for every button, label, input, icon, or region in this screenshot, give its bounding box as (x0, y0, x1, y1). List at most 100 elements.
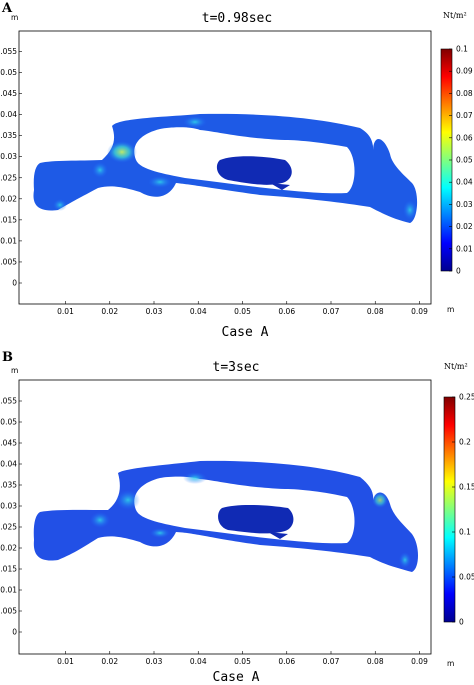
y-tick-label: 0.03 (0, 502, 17, 511)
x-tick-label: 0.07 (323, 657, 340, 666)
colorbar-tick-label: 0.2 (459, 438, 471, 447)
stress-hotspot (150, 528, 170, 538)
y-tick-label: 0.02 (0, 544, 17, 553)
x-tick-label: 0.06 (278, 307, 295, 316)
panel-letter: A (1, 1, 13, 16)
x-tick-label: 0.05 (234, 657, 251, 666)
x-tick-label: 0.03 (146, 307, 163, 316)
x-tick-label: 0.08 (367, 657, 384, 666)
stress-hotspot (53, 199, 67, 211)
colorbar-unit: Nt/m² (444, 362, 468, 371)
colorbar-tick-label: 0.04 (456, 178, 473, 187)
colorbar-tick-label: 0.05 (456, 156, 473, 165)
panel-letter: B (2, 350, 13, 365)
stress-hotspot (90, 512, 110, 528)
x-tick-label: 0.07 (323, 307, 340, 316)
x-tick-label: 0.03 (146, 657, 163, 666)
x-tick-label: 0.01 (57, 657, 74, 666)
colorbar-unit: Nt/m² (443, 11, 467, 20)
x-axis-unit: m (447, 659, 454, 668)
turbinate-tail (270, 183, 290, 190)
colorbar-tick-label: 0.1 (459, 528, 471, 537)
y-tick-label: 0.025 (0, 523, 17, 532)
y-tick-label: 0.05 (0, 418, 17, 427)
colorbar-ticks: 0 0.05 0.1 0.15 0.2 0.25 (452, 393, 474, 627)
y-tick-label: 0.045 (0, 89, 17, 98)
y-tick-label: 0 (12, 628, 17, 637)
y-tick-label: 0.04 (0, 110, 17, 119)
x-tick-label: 0.04 (190, 307, 207, 316)
colorbar-tick-label: 0.03 (456, 200, 473, 209)
y-tick-label: 0.01 (0, 236, 17, 245)
stress-hotspot (403, 200, 417, 220)
panel-b: B t=3sec m 0.01 0.02 0.03 0.04 0.05 0.06 0.07 0… (0, 350, 474, 685)
airway-domain (33, 460, 418, 572)
plot-title: t=0.98sec (202, 11, 272, 26)
stress-hotspot (372, 492, 388, 508)
y-tick-label: 0.015 (0, 565, 17, 574)
y-tick-label: 0.04 (0, 460, 17, 469)
x-tick-label: 0.09 (411, 657, 428, 666)
panel-a: A t=0.98sec m 0.01 0.02 0.03 0.04 0.05 0.06 0.… (0, 1, 473, 340)
y-tick-label: 0.035 (0, 481, 17, 490)
caption: Case A (213, 670, 260, 685)
y-tick-label: 0.025 (0, 173, 17, 182)
x-tick-label: 0.02 (101, 657, 118, 666)
colorbar-gradient (443, 396, 456, 623)
colorbar-tick-label: 0.15 (459, 483, 474, 492)
stress-hotspot (183, 116, 207, 128)
colorbar-ticks: 0 0.01 0.02 0.03 0.04 0.05 0.06 0.07 0.08 0.09 0.1 (449, 45, 473, 276)
colorbar: Nt/m² 0 0.05 0.1 0.15 0.2 0.25 (443, 362, 474, 627)
x-axis-unit: m (447, 305, 454, 314)
airway-domain (33, 113, 418, 223)
y-axis-unit: m (11, 13, 18, 22)
colorbar-tick-label: 0 (456, 267, 461, 276)
y-tick-label: 0.01 (0, 586, 17, 595)
colorbar-tick-label: 0.08 (456, 89, 473, 98)
y-axis-unit: m (11, 366, 18, 375)
axis-ticks: 0.01 0.02 0.03 0.04 0.05 0.06 0.07 0.08 0.09 0 0.0… (0, 397, 428, 667)
y-tick-label: 0.05 (0, 68, 17, 77)
y-tick-label: 0.055 (0, 397, 17, 406)
y-tick-label: 0.005 (0, 257, 17, 266)
y-tick-label: 0.055 (0, 47, 17, 56)
caption: Case A (222, 325, 269, 340)
y-tick-label: 0.005 (0, 607, 17, 616)
stress-hotspot (116, 490, 140, 510)
airway-geometry (33, 460, 418, 572)
turbinate-island (218, 504, 294, 534)
colorbar-tick-label: 0.09 (456, 67, 473, 76)
y-tick-label: 0.015 (0, 215, 17, 224)
axis-ticks: 0.01 0.02 0.03 0.04 0.05 0.06 0.07 0.08 0.09 0 0.0… (0, 47, 428, 316)
x-tick-label: 0.01 (57, 307, 74, 316)
colorbar: Nt/m² 00.010.020.030.040.050.060.070.080… (440, 11, 473, 276)
y-tick-label: 0 (12, 279, 17, 288)
colorbar-tick-label: 0.01 (456, 244, 473, 253)
airway-geometry (33, 113, 418, 223)
colorbar-tick-label: 0.02 (456, 222, 473, 231)
stress-hotspot (183, 472, 207, 484)
colorbar-tick-label: 0.1 (456, 45, 468, 54)
x-tick-label: 0.05 (234, 307, 251, 316)
stress-hotspot (399, 552, 411, 568)
stress-hotspot (107, 141, 137, 163)
y-tick-label: 0.035 (0, 131, 17, 140)
stress-hotspot (148, 176, 172, 188)
y-tick-label: 0.045 (0, 439, 17, 448)
colorbar-tick-label: 0 (459, 618, 464, 627)
turbinate-island (216, 156, 292, 185)
x-tick-label: 0.06 (278, 657, 295, 666)
x-tick-label: 0.04 (190, 657, 207, 666)
colorbar-tick-label: 0.07 (456, 111, 473, 120)
y-tick-label: 0.02 (0, 194, 17, 203)
turbinate-tail (268, 532, 288, 539)
y-tick-label: 0.03 (0, 152, 17, 161)
colorbar-tick-label: 0.06 (456, 133, 473, 142)
colorbar-tick-label: 0.25 (459, 393, 474, 402)
stress-hotspot (92, 162, 108, 178)
x-tick-label: 0.02 (101, 307, 118, 316)
colorbar-tick-label: 0.05 (459, 573, 474, 582)
plot-title: t=3sec (213, 360, 260, 375)
x-tick-label: 0.09 (411, 307, 428, 316)
